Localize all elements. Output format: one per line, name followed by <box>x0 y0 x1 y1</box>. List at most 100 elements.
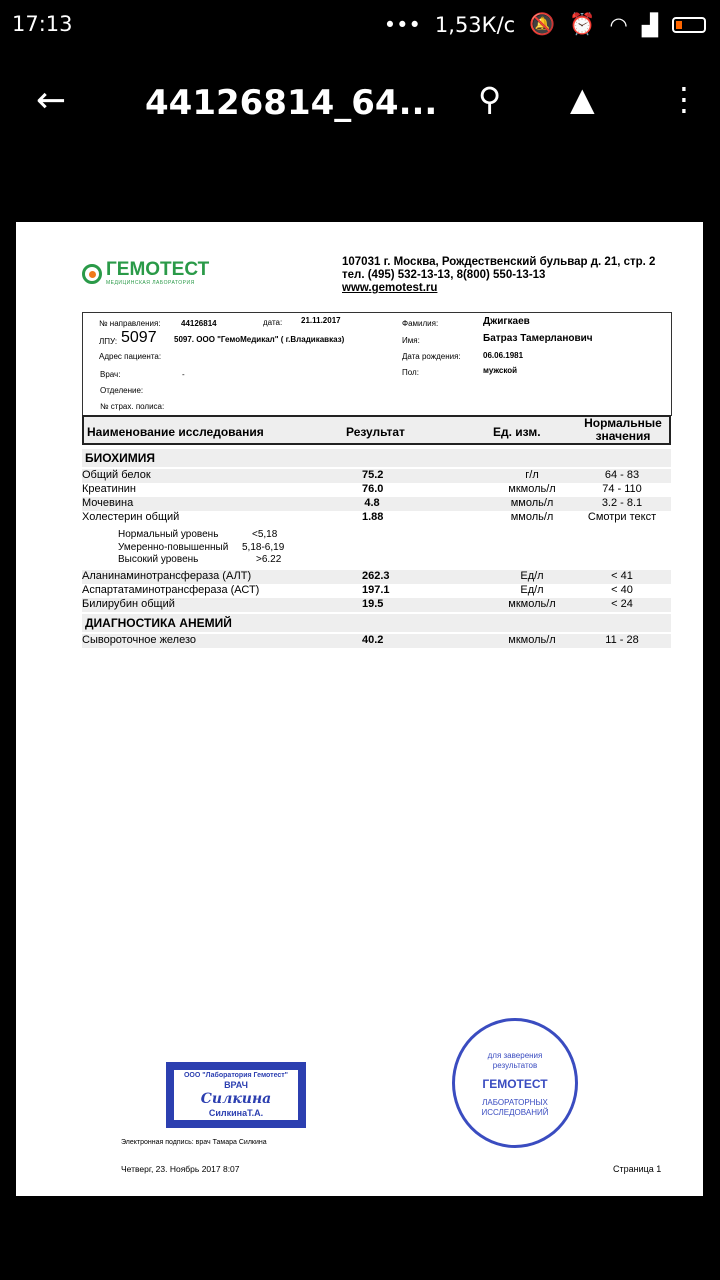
logo-subtitle: МЕДИЦИНСКАЯ ЛАБОРАТОРИЯ <box>106 280 195 286</box>
header-name: Наименование исследования <box>87 425 264 439</box>
cell-norm: 64 - 83 <box>604 469 640 481</box>
drive-add-icon[interactable]: ▲ <box>570 80 595 118</box>
cell-unit: Ед/л <box>520 570 544 582</box>
signature: Силкина <box>200 1091 272 1107</box>
print-date: Четверг, 23. Ноябрь 2017 8:07 <box>121 1164 240 1174</box>
cell-norm: < 40 <box>611 584 633 596</box>
seal-brand: ГЕМОТЕСТ <box>482 1077 548 1091</box>
lab-address: 107031 г. Москва, Рождественский бульвар… <box>342 256 655 295</box>
stamp-title: ВРАЧ <box>224 1080 248 1090</box>
wifi-icon: ◠ <box>609 12 628 37</box>
website-link[interactable]: www.gemotest.ru <box>342 282 438 294</box>
section-anemia: ДИАГНОСТИКА АНЕМИЙ <box>82 614 671 632</box>
cell-result: 40.2 <box>362 634 384 646</box>
table-row: Общий белок 75.2 г/л 64 - 83 <box>82 469 671 483</box>
logo-name: ГЕМОТЕСТ <box>106 259 210 280</box>
cholesterol-note: Умеренно-повышенный 5,18-6,19 <box>118 542 284 555</box>
cholesterol-note: Нормальный уровень <5,18 <box>118 529 284 542</box>
cholesterol-note-value: 5,18-6,19 <box>242 541 285 553</box>
surname-label: Фамилия: <box>402 319 439 328</box>
cell-result: 19.5 <box>362 598 384 610</box>
cell-unit: Ед/л <box>520 584 544 596</box>
cell-name: Сывороточное железо <box>82 634 197 646</box>
seal-line1: для заверения <box>487 1051 543 1060</box>
dob: 06.06.1981 <box>483 351 524 360</box>
header-unit: Ед. изм. <box>493 425 541 439</box>
document-page: ГЕМОТЕСТ МЕДИЦИНСКАЯ ЛАБОРАТОРИЯ 107031 г… <box>16 222 703 1196</box>
seal-line4: ИССЛЕДОВАНИЙ <box>481 1108 549 1117</box>
sex-label: Пол: <box>402 368 419 377</box>
cell-norm: 11 - 28 <box>605 634 639 646</box>
table-row: Мочевина 4.8 ммоль/л 3.2 - 8.1 <box>82 497 671 511</box>
network-speed: 1,53К/с <box>434 12 516 37</box>
status-bar: 17:13 ••• 1,53К/с 🔕 ⏰ ◠ ▟ <box>0 0 720 50</box>
doctor-stamp: ООО "Лаборатория Гемотест" ВРАЧ Силкина … <box>166 1062 306 1128</box>
cell-unit: ммоль/л <box>510 511 554 523</box>
cholesterol-note-value: <5,18 <box>252 529 278 540</box>
sex: мужской <box>483 366 518 375</box>
cholesterol-notes: Нормальный уровень <5,18 Умеренно-повышенн… <box>118 529 284 567</box>
stamp-org: ООО "Лаборатория Гемотест" <box>183 1072 289 1079</box>
cholesterol-note-value: >6.22 <box>256 554 282 565</box>
doctor-label: Врач: <box>100 370 121 379</box>
cell-norm: 3.2 - 8.1 <box>601 497 643 509</box>
cell-name: Билирубин общий <box>82 598 175 610</box>
cell-norm: 74 - 110 <box>602 483 642 495</box>
cell-unit: г/л <box>525 469 539 481</box>
name-label: Имя: <box>402 336 420 345</box>
cell-unit: мкмоль/л <box>508 634 556 646</box>
patient-info: № направления: 44126814 дата: 21.11.2017… <box>82 312 672 416</box>
cell-unit: мкмоль/л <box>508 483 556 495</box>
table-row: Аланинаминотрансфераза (АЛТ) 262.3 Ед/л < 4… <box>82 570 671 584</box>
lpu-label: ЛПУ: <box>99 337 118 346</box>
address-label: Адрес пациента: <box>99 352 162 361</box>
department-label: Отделение: <box>100 386 144 395</box>
section-biochemistry: БИОХИМИЯ <box>82 449 671 467</box>
table-header: Наименование исследования Результат Ед. … <box>82 415 671 445</box>
cholesterol-note-label: Нормальный уровень <box>118 529 219 540</box>
search-icon[interactable]: ⚲ <box>478 80 502 118</box>
dob-label: Дата рождения: <box>402 352 461 361</box>
gemotest-logo: ГЕМОТЕСТ МЕДИЦИНСКАЯ ЛАБОРАТОРИЯ <box>82 260 209 287</box>
cell-norm: < 41 <box>611 570 633 582</box>
battery-icon <box>672 16 706 33</box>
patient-name: Батраз Тамерланович <box>483 333 593 344</box>
cell-norm: Смотри текст <box>587 511 657 523</box>
date-label: дата: <box>263 318 283 327</box>
alarm-icon: ⏰ <box>569 12 596 36</box>
seal-line3: ЛАБОРАТОРНЫХ <box>482 1098 548 1107</box>
cell-result: 262.3 <box>362 570 390 582</box>
logo-icon <box>82 263 102 284</box>
cholesterol-note: Высокий уровень >6.22 <box>118 554 284 567</box>
cell-name: Креатинин <box>82 483 136 495</box>
cholesterol-note-label: Умеренно-повышенный <box>118 541 229 553</box>
table-row: Креатинин 76.0 мкмоль/л 74 - 110 <box>82 483 671 497</box>
back-arrow-icon[interactable]: ← <box>36 80 67 121</box>
table-row: Сывороточное железо 40.2 мкмоль/л 11 - 28 <box>82 634 671 648</box>
header-norm: Нормальные значения <box>584 416 662 443</box>
cell-result: 197.1 <box>362 584 390 596</box>
cell-result: 75.2 <box>362 469 384 481</box>
table-row: Холестерин общий 1.88 ммоль/л Смотри текст <box>82 511 671 525</box>
surname: Джигкаев <box>483 316 530 327</box>
policy-label: № страх. полиса: <box>100 402 165 411</box>
lpu-number: 5097 <box>121 329 157 346</box>
document-title: 44126814_64... <box>145 83 438 123</box>
lpu-name: 5097. ООО "ГемоМедикал" ( г.Владикавказ) <box>174 335 345 344</box>
phone: тел. (495) 532-13-13, 8(800) 550-13-13 <box>342 269 546 281</box>
mute-icon: 🔕 <box>529 12 556 36</box>
doctor: - <box>182 370 185 379</box>
table-row: Аспартатаминотрансфераза (АСТ) 197.1 Ед/л <… <box>82 584 671 598</box>
page-number: Страница 1 <box>613 1164 662 1174</box>
cell-result: 4.8 <box>364 497 380 509</box>
cell-result: 1.88 <box>362 511 384 523</box>
app-bar: ← 44126814_64... ⚲ ▲ ⋮ <box>0 50 720 160</box>
cell-norm: < 24 <box>611 598 633 610</box>
more-options-icon[interactable]: ⋮ <box>668 80 700 118</box>
cell-unit: ммоль/л <box>510 497 554 509</box>
more-notifications-icon: ••• <box>383 12 421 37</box>
cell-unit: мкмоль/л <box>508 598 556 610</box>
clock: 17:13 <box>12 12 73 36</box>
referral-number: 44126814 <box>181 319 217 328</box>
cell-name: Холестерин общий <box>82 511 180 523</box>
